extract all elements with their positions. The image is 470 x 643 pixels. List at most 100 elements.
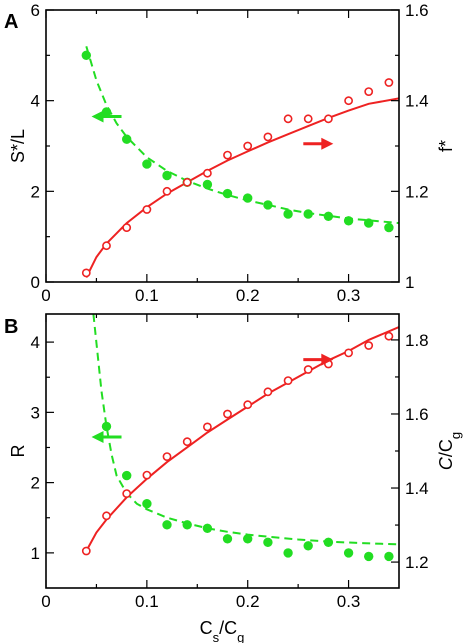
right-y-tick-label: 1.6 — [405, 405, 429, 424]
panel-a-label: A — [4, 11, 18, 33]
panel-a-frame — [45, 9, 400, 283]
data-point-right — [263, 132, 273, 142]
data-point-left — [202, 179, 213, 190]
data-point-right — [223, 150, 232, 160]
data-point-right — [303, 365, 313, 374]
data-point-right — [142, 205, 152, 214]
left-y-tick-label: 2 — [31, 474, 40, 493]
data-point-left — [364, 551, 374, 562]
data-point-left — [384, 551, 394, 562]
data-point-left — [101, 421, 112, 432]
data-point-right — [142, 470, 152, 480]
data-point-left — [202, 523, 213, 533]
data-point-left — [81, 50, 92, 60]
right-y-tick-label: 1.4 — [405, 479, 429, 498]
data-point-left — [263, 200, 273, 210]
arrow-left-icon — [91, 110, 122, 123]
data-point-left — [283, 209, 293, 219]
data-point-left — [283, 548, 293, 558]
left-y-tick-label: 1 — [31, 544, 40, 563]
data-point-right — [223, 409, 232, 419]
data-point-left — [121, 470, 132, 481]
panel-b-ticks: 0 0.1 0.2 0.3 1 2 3 4 1.2 1.4 1.6 1.8 — [31, 314, 429, 611]
right-y-tick-label: 1.4 — [405, 92, 429, 111]
data-point-left — [142, 499, 152, 509]
data-point-right — [344, 348, 353, 358]
data-point-right — [162, 452, 172, 461]
x-tick-label: 0 — [41, 286, 50, 305]
data-point-left — [243, 193, 253, 203]
x-tick-label: 0.3 — [337, 592, 361, 611]
data-point-right — [384, 78, 394, 87]
panel-a-left-ylabel: S*/L — [8, 129, 28, 163]
panel-a: A 0 0.1 0.2 0.3 0 2 4 6 1 1.2 1.4 1.6 S*/L f* — [4, 1, 456, 305]
data-point-left — [343, 548, 354, 558]
data-point-right — [303, 114, 313, 124]
data-point-left — [243, 534, 253, 544]
data-point-left — [323, 537, 334, 547]
panel-a-right-ylabel: f* — [436, 140, 456, 152]
data-point-left — [263, 537, 273, 547]
data-point-right — [81, 546, 91, 556]
plot-area — [81, 46, 399, 278]
fit-curve-left — [85, 46, 399, 225]
right-y-tick-label: 1.2 — [405, 182, 429, 201]
data-point-left — [121, 134, 132, 144]
data-point-right — [364, 341, 374, 350]
data-point-right — [283, 114, 293, 124]
left-y-tick-label: 2 — [31, 182, 40, 201]
arrow-left-icon — [91, 430, 122, 443]
data-point-left — [82, 303, 91, 312]
data-point-left — [162, 520, 172, 530]
data-point-left — [303, 541, 313, 551]
data-point-right — [202, 422, 212, 432]
data-point-left — [303, 209, 313, 219]
panel-b-left-ylabel: R — [8, 445, 28, 458]
data-point-left — [222, 188, 233, 199]
data-point-right — [344, 96, 353, 106]
data-point-left — [323, 211, 334, 222]
arrow-right-icon — [303, 137, 334, 150]
panel-a-marks — [81, 46, 399, 278]
panel-b-xlabel: Cs/Cg — [200, 618, 245, 643]
plot-area — [81, 303, 399, 562]
data-point-right — [364, 87, 374, 96]
data-point-right — [122, 489, 132, 498]
data-point-right — [162, 186, 172, 196]
panel-b-right-ylabel: C/Cg — [436, 432, 463, 470]
data-point-right — [283, 376, 293, 385]
left-y-tick-label: 4 — [31, 333, 40, 352]
data-point-left — [384, 222, 394, 233]
data-point-left — [162, 170, 172, 181]
right-y-tick-label: 1.8 — [405, 331, 429, 350]
data-point-left — [182, 520, 192, 530]
left-y-tick-label: 0 — [31, 273, 40, 292]
x-tick-label: 0 — [41, 592, 50, 611]
data-point-right — [102, 511, 111, 521]
panel-a-ticks: 0 0.1 0.2 0.3 0 2 4 6 1 1.2 1.4 1.6 — [31, 1, 429, 305]
data-point-right — [243, 400, 253, 410]
data-point-right — [182, 177, 192, 187]
data-point-left — [364, 218, 374, 228]
x-tick-label: 0.1 — [135, 592, 159, 611]
left-y-tick-label: 6 — [31, 1, 40, 20]
x-tick-label: 0.2 — [236, 592, 260, 611]
fit-curve-right — [85, 97, 399, 278]
panel-b: B 0 0.1 0.2 0.3 1 2 3 4 1.2 1.4 1.6 1.8 R C/Cg Cs/C… — [4, 303, 463, 643]
right-y-tick-label: 1.2 — [405, 553, 429, 572]
x-tick-label: 0.3 — [337, 286, 361, 305]
x-tick-label: 0.2 — [236, 286, 260, 305]
arrow-right-icon — [303, 353, 334, 366]
data-point-left — [142, 159, 152, 169]
data-point-right — [323, 114, 333, 124]
left-y-tick-label: 4 — [31, 92, 40, 111]
data-point-right — [384, 331, 394, 341]
right-y-tick-label: 1.6 — [405, 1, 429, 20]
data-point-right — [182, 437, 192, 447]
left-y-tick-label: 3 — [31, 403, 40, 422]
data-point-right — [81, 268, 91, 278]
data-point-right — [202, 168, 212, 178]
data-point-right — [243, 141, 253, 151]
data-point-left — [222, 534, 233, 544]
